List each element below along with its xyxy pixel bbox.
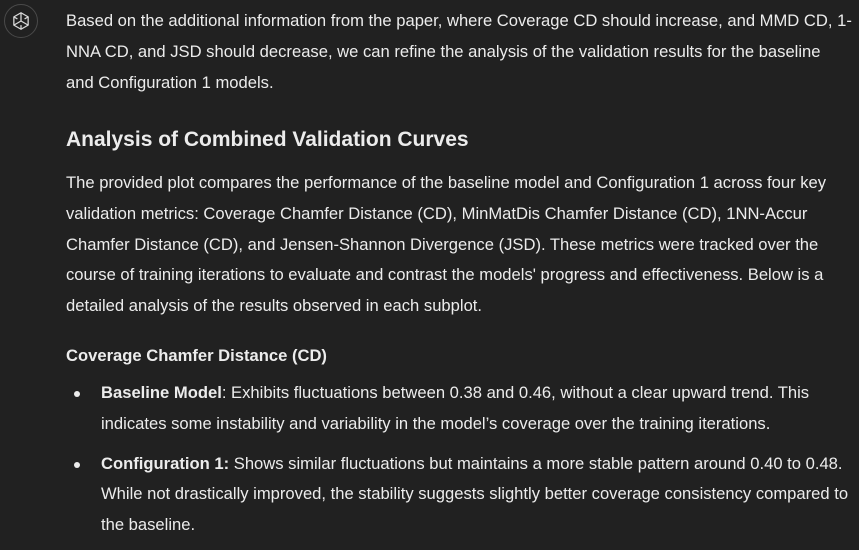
section-heading: Analysis of Combined Validation Curves [66, 128, 469, 151]
bullet-list: Baseline Model: Exhibits fluctuations be… [66, 378, 852, 550]
analysis-paragraph: The provided plot compares the performan… [66, 173, 827, 316]
openai-logo-icon [13, 12, 29, 30]
assistant-message: Based on the additional information from… [66, 6, 852, 534]
bullet-dot [74, 461, 80, 468]
list-item: Baseline Model: Exhibits fluctuations be… [66, 378, 852, 440]
bullet-dot [74, 391, 80, 397]
subsection-heading: Coverage Chamfer Distance (CD) [66, 346, 327, 365]
assistant-avatar [4, 4, 38, 38]
bullet-text: Exhibits fluctuations between 0.38 and 0… [101, 383, 810, 433]
list-item: Configuration 1: Shows similar fluctuati… [66, 449, 852, 541]
bullet-label: Configuration 1 [101, 453, 224, 473]
bullet-text: Shows similar fluctuations but maintains… [101, 453, 849, 535]
intro-paragraph: Based on the additional information from… [66, 11, 852, 92]
bullet-label: Baseline Model [101, 383, 222, 402]
bullet-separator: : [221, 383, 227, 402]
bullet-separator: : [223, 453, 230, 473]
